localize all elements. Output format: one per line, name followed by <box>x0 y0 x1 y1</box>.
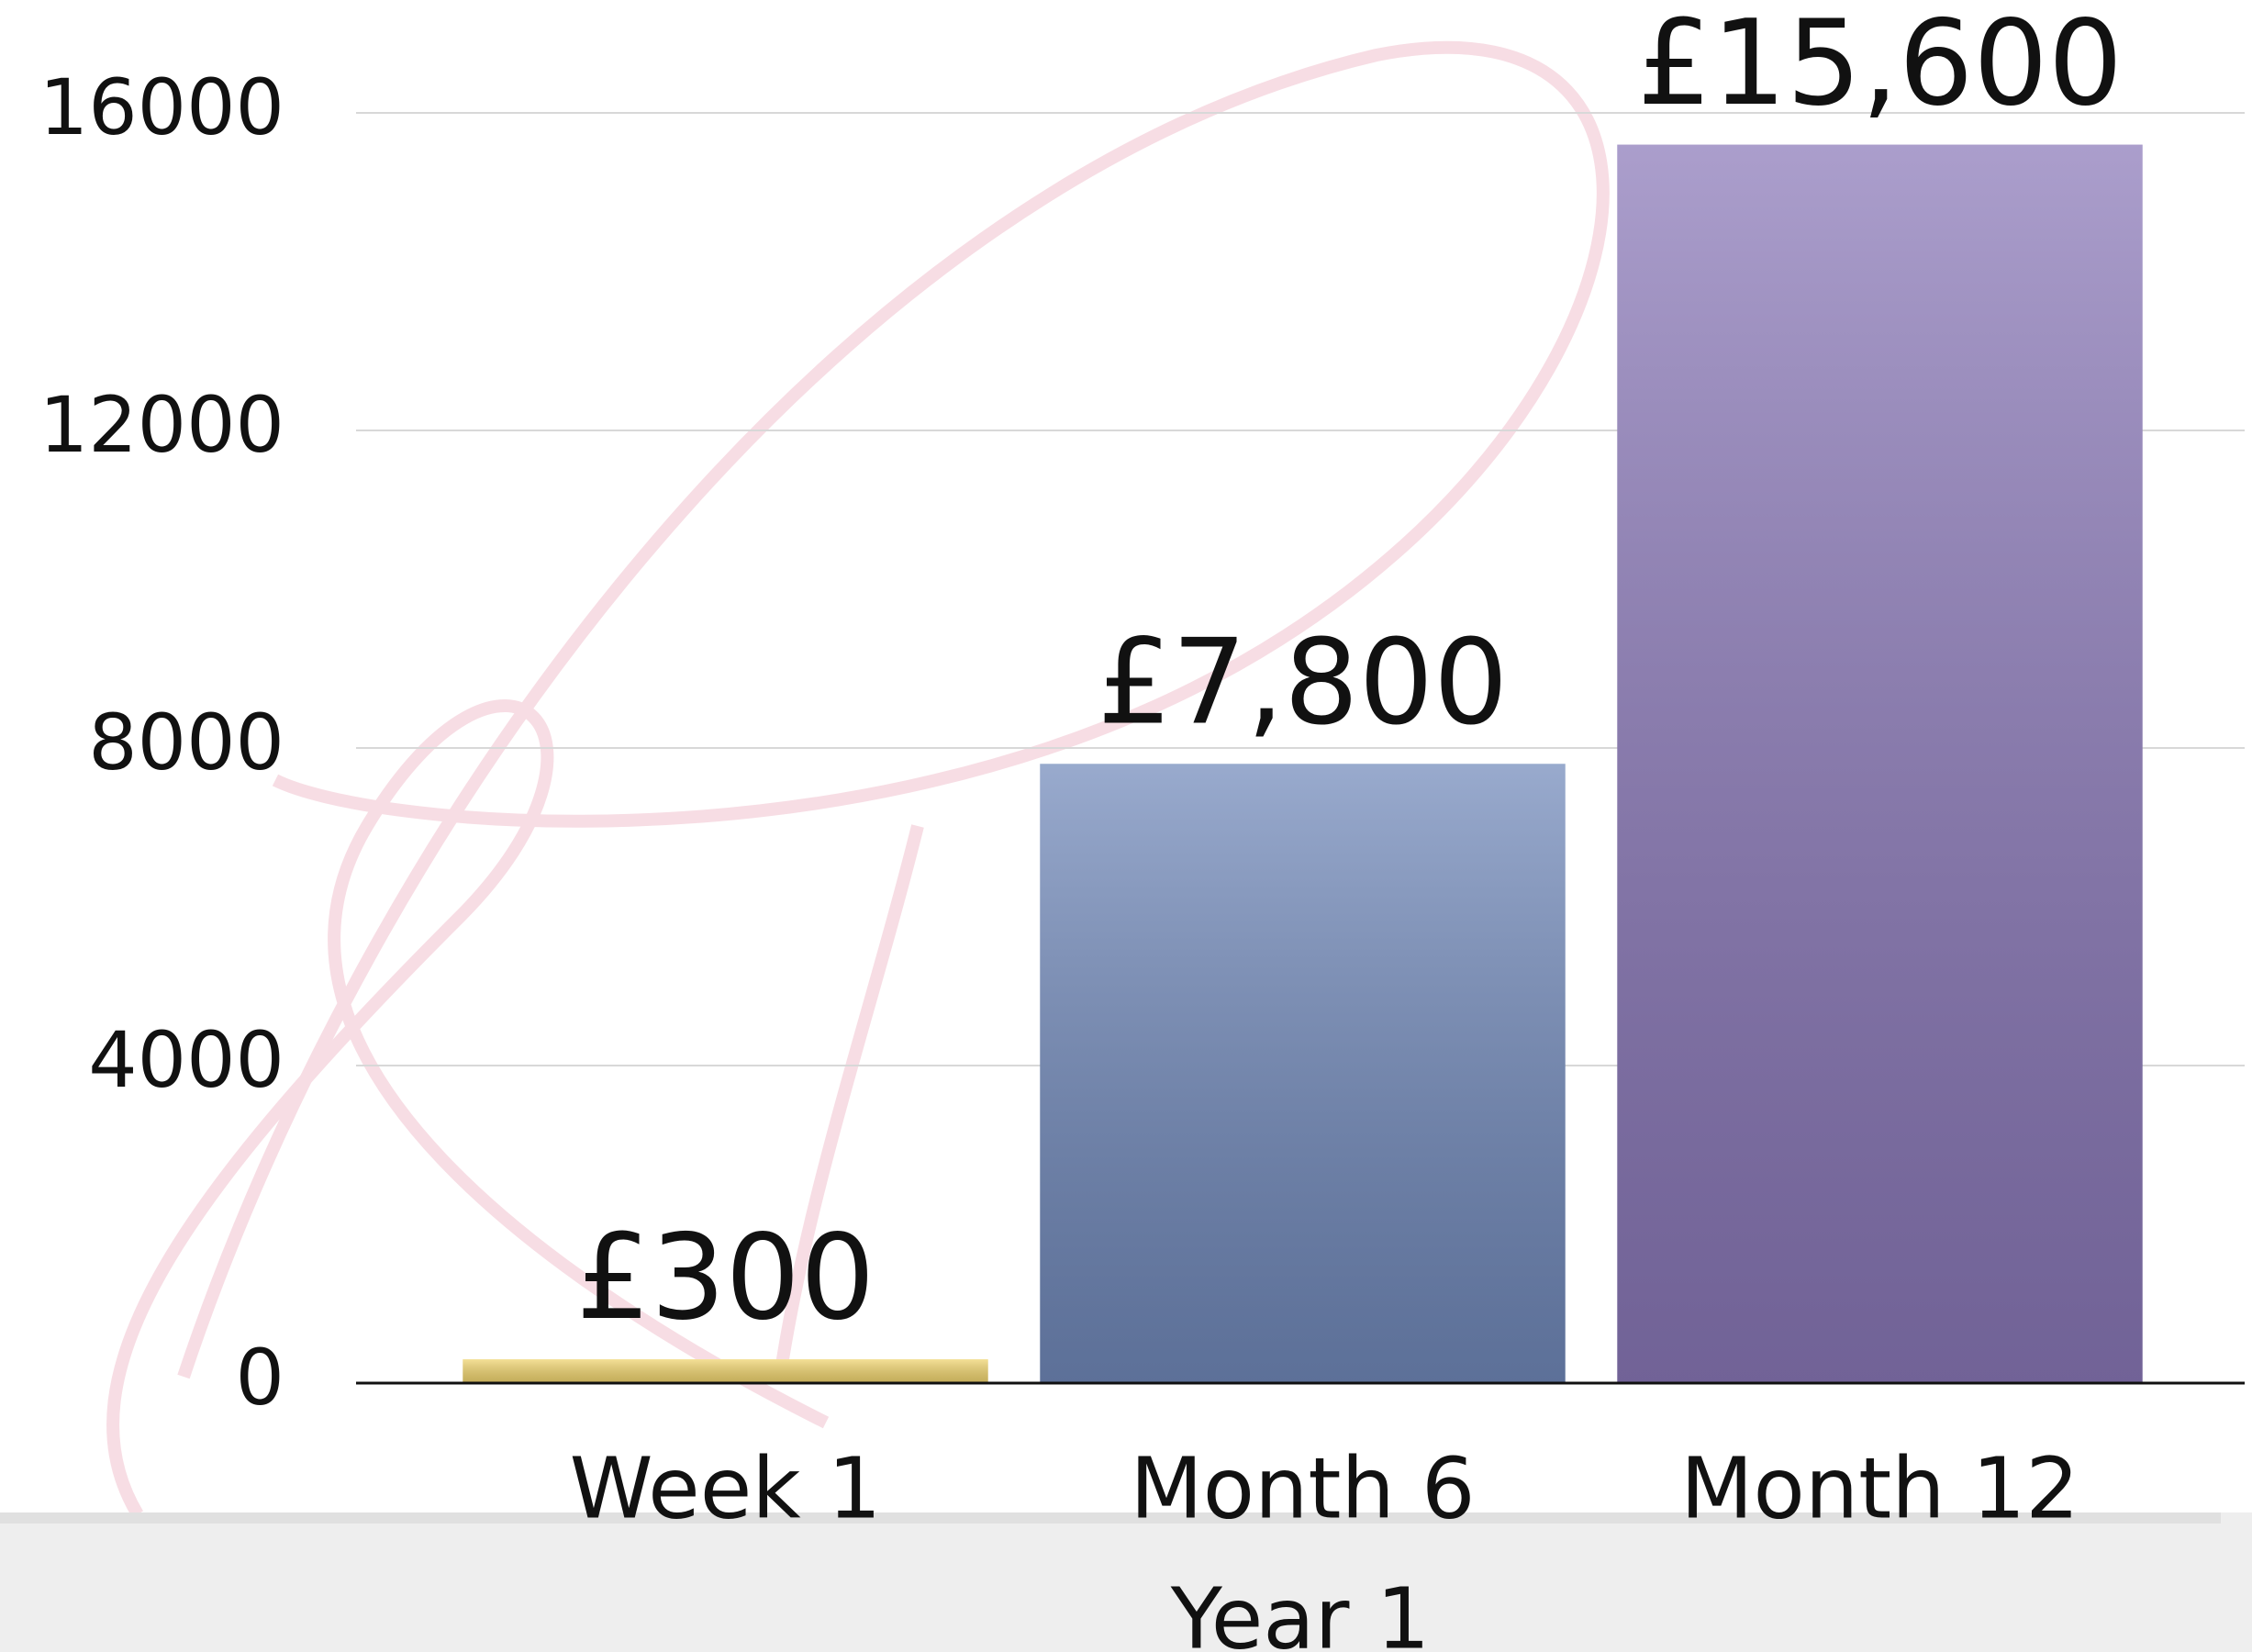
x-axis-label: Year 1 <box>1170 1569 1431 1652</box>
x-tick-label: Week 1 <box>570 1439 882 1537</box>
value-label: £300 <box>576 1210 875 1346</box>
bar-shading <box>1040 764 1565 1383</box>
y-tick-label: 0 <box>236 1333 284 1423</box>
x-tick-label: Month 6 <box>1130 1439 1475 1537</box>
x-tick-label: Month 12 <box>1680 1439 2079 1537</box>
bar-shading <box>1617 145 2142 1383</box>
y-tick-label: 12000 <box>39 380 284 470</box>
value-label: £7,800 <box>1098 614 1509 751</box>
y-tick-label: 4000 <box>88 1015 284 1105</box>
y-tick-label: 8000 <box>88 698 284 787</box>
value-label: £15,600 <box>1637 0 2123 132</box>
y-tick-label: 16000 <box>39 62 284 152</box>
bar-shading <box>463 1359 987 1383</box>
page: Year 1 0 4000 8000 12000 16000 Week 1 £300 Mont… <box>0 0 2252 1652</box>
chart: Year 1 0 4000 8000 12000 16000 Week 1 £300 Mont… <box>0 0 2252 1652</box>
